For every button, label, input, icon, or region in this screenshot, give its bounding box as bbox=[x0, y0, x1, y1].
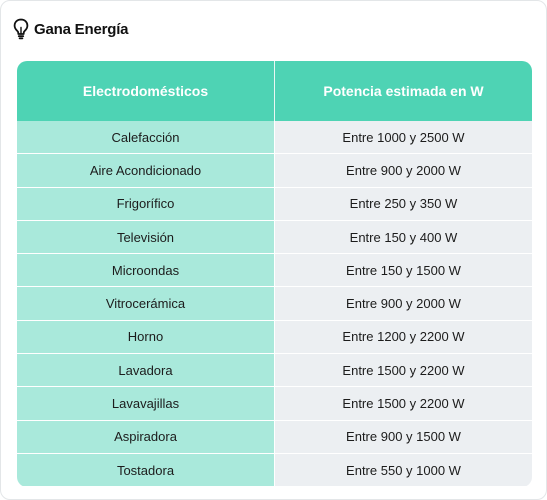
power-cell: Entre 1500 y 2200 W bbox=[274, 353, 532, 388]
appliance-cell: Tostadora bbox=[17, 453, 275, 487]
table-row: Aspiradora Entre 900 y 1500 W bbox=[17, 420, 532, 454]
power-cell: Entre 1200 y 2200 W bbox=[274, 320, 532, 355]
power-cell: Entre 1000 y 2500 W bbox=[274, 121, 532, 155]
appliance-cell: Aspiradora bbox=[17, 420, 275, 454]
table-row: Lavavajillas Entre 1500 y 2200 W bbox=[17, 386, 532, 421]
appliance-cell: Calefacción bbox=[17, 121, 275, 155]
power-cell: Entre 150 y 400 W bbox=[274, 220, 532, 255]
appliance-cell: Lavavajillas bbox=[17, 386, 275, 421]
table-row: Frigorífico Entre 250 y 350 W bbox=[17, 187, 532, 221]
table-row: Tostadora Entre 550 y 1000 W bbox=[17, 453, 532, 487]
table-header-row: Electrodomésticos Potencia estimada en W bbox=[17, 61, 532, 121]
power-table-container: Electrodomésticos Potencia estimada en W… bbox=[17, 61, 532, 487]
table-row: Horno Entre 1200 y 2200 W bbox=[17, 320, 532, 355]
table-row: Calefacción Entre 1000 y 2500 W bbox=[17, 121, 532, 155]
appliance-cell: Televisión bbox=[17, 220, 275, 255]
appliance-cell: Aire Acondicionado bbox=[17, 153, 275, 188]
table-row: Microondas Entre 150 y 1500 W bbox=[17, 253, 532, 288]
power-cell: Entre 900 y 2000 W bbox=[274, 153, 532, 188]
table-row: Televisión Entre 150 y 400 W bbox=[17, 220, 532, 255]
brand-logo: Gana Energía bbox=[13, 17, 129, 41]
column-header-appliance: Electrodomésticos bbox=[17, 61, 275, 121]
brand-name: Gana Energía bbox=[34, 20, 129, 38]
appliance-cell: Vitrocerámica bbox=[17, 286, 275, 321]
table-row: Vitrocerámica Entre 900 y 2000 W bbox=[17, 286, 532, 321]
table-row: Aire Acondicionado Entre 900 y 2000 W bbox=[17, 153, 532, 188]
appliance-cell: Frigorífico bbox=[17, 187, 275, 221]
power-table: Electrodomésticos Potencia estimada en W… bbox=[17, 61, 532, 487]
column-header-power: Potencia estimada en W bbox=[274, 61, 532, 121]
power-cell: Entre 150 y 1500 W bbox=[274, 253, 532, 288]
power-cell: Entre 900 y 2000 W bbox=[274, 286, 532, 321]
power-cell: Entre 550 y 1000 W bbox=[274, 453, 532, 487]
power-cell: Entre 900 y 1500 W bbox=[274, 420, 532, 454]
table-row: Lavadora Entre 1500 y 2200 W bbox=[17, 353, 532, 388]
lightbulb-icon bbox=[13, 18, 29, 40]
appliance-cell: Microondas bbox=[17, 253, 275, 288]
power-cell: Entre 250 y 350 W bbox=[274, 187, 532, 221]
power-cell: Entre 1500 y 2200 W bbox=[274, 386, 532, 421]
appliance-cell: Lavadora bbox=[17, 353, 275, 388]
appliance-cell: Horno bbox=[17, 320, 275, 355]
